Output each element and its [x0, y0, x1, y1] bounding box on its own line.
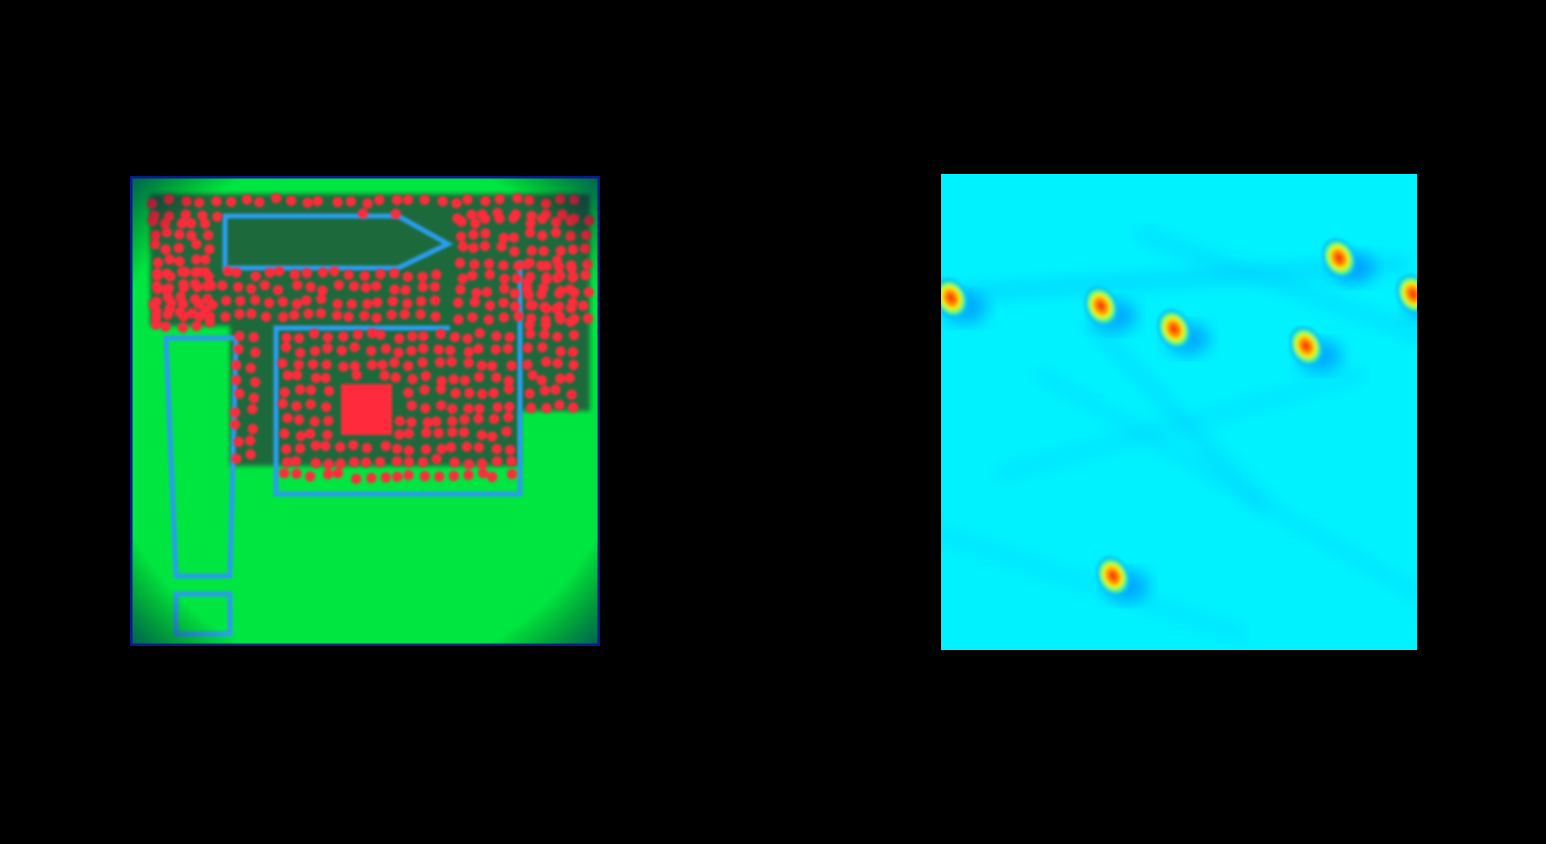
- flow-streak: [1084, 317, 1268, 511]
- density-peaks: [941, 236, 1417, 602]
- map-border: [130, 176, 600, 646]
- density-peak: [1083, 284, 1119, 328]
- flow-streak: [994, 367, 1368, 481]
- flow-streaks: [941, 227, 1417, 641]
- density-peak: [1095, 554, 1131, 598]
- flow-streak: [1034, 367, 1417, 601]
- density-peak: [1321, 236, 1357, 280]
- flow-streak: [1134, 227, 1417, 341]
- occupancy-map: [130, 176, 600, 646]
- occupancy-map-panel: [130, 176, 600, 646]
- density-peak: [1395, 272, 1417, 316]
- density-heatmap-panel: [941, 174, 1417, 650]
- density-peak: [1156, 307, 1192, 351]
- density-heatmap: [941, 174, 1417, 650]
- density-peak: [941, 276, 969, 320]
- flow-streak: [941, 527, 1248, 641]
- density-peak: [1288, 324, 1324, 368]
